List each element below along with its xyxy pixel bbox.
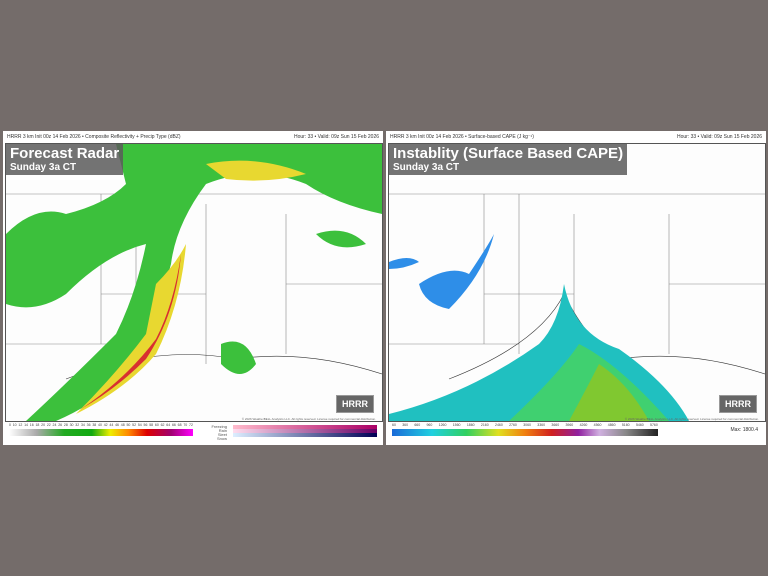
model-info: HRRR 3 km Init 00z 14 Feb 2026 • Surface… xyxy=(390,134,534,140)
colorbar-tick: 34 xyxy=(80,423,85,427)
radar-panel: HRRR 3 km Init 00z 14 Feb 2026 • Composi… xyxy=(3,131,383,445)
colorbar-tick: 60 xyxy=(392,423,396,427)
colorbar-tick: 4260 xyxy=(579,423,588,427)
colorbar-ticks: 60 360 660 960 1260 1560 1860 2160 2460 2760 3060 3… xyxy=(392,423,658,427)
colorbar-tick: 28 xyxy=(63,423,68,427)
colorbar-tick: 4560 xyxy=(593,423,602,427)
colorbar-tick: 30 xyxy=(69,423,74,427)
map-title: Instablity (Surface Based CAPE) xyxy=(393,145,624,162)
colorbar-tick: 56 xyxy=(143,423,148,427)
panel-header: HRRR 3 km Init 00z 14 Feb 2026 • Composi… xyxy=(3,131,383,145)
copyright: © 2026 WeatherBELL Analytics LLC. All ri… xyxy=(624,417,759,421)
colorbar-tick: 24 xyxy=(52,423,57,427)
cape-panel: HRRR 3 km Init 00z 14 Feb 2026 • Surface… xyxy=(386,131,766,445)
colorbar-tick: 38 xyxy=(92,423,97,427)
colorbar-tick: 58 xyxy=(149,423,154,427)
copyright: © 2026 WeatherBELL Analytics LLC. All ri… xyxy=(241,417,376,421)
colorbar-tick: 54 xyxy=(137,423,142,427)
snow-bar xyxy=(233,433,377,437)
colorbar-tick: 2760 xyxy=(509,423,517,427)
label-sleet: Sleet xyxy=(217,432,227,437)
cape-map-graphic xyxy=(389,193,765,421)
label-snow: Snow xyxy=(216,436,227,441)
colorbar-tick: 42 xyxy=(103,423,108,427)
colorbar-tick: 22 xyxy=(46,423,51,427)
sleet-bar xyxy=(233,429,377,433)
colorbar-tick: 5760 xyxy=(650,423,658,427)
colorbar-tick: 62 xyxy=(160,423,165,427)
colorbar-tick: 66 xyxy=(171,423,176,427)
colorbar-tick: 360 xyxy=(402,423,409,427)
colorbar-tick: 960 xyxy=(426,423,433,427)
radar-map: Forecast Radar Sunday 3a CT HRRR © 2026 W… xyxy=(5,143,383,422)
colorbar-tick: 46 xyxy=(115,423,120,427)
colorbar-ticks: 0 10 12 14 16 18 20 22 24 26 28 30 32 34 36 38 40 42 44 46 4… xyxy=(9,423,193,427)
colorbar-tick: 12 xyxy=(18,423,23,427)
colorbar-tick: 20 xyxy=(41,423,46,427)
colorbar-tick: 16 xyxy=(29,423,34,427)
colorbar-tick: 2160 xyxy=(480,423,489,427)
colorbar-tick: 68 xyxy=(177,423,182,427)
colorbar-tick: 60 xyxy=(154,423,159,427)
colorbar-tick: 44 xyxy=(109,423,114,427)
colorbar-tick: 10 xyxy=(12,423,17,427)
model-info: HRRR 3 km Init 00z 14 Feb 2026 • Composi… xyxy=(7,134,181,140)
freezing-rain-bar xyxy=(233,425,377,429)
rain-area xyxy=(6,144,382,421)
colorbar-tick: 70 xyxy=(183,423,188,427)
colorbar-tick: 3960 xyxy=(565,423,574,427)
colorbar-tick: 1860 xyxy=(466,423,475,427)
colorbar-tick: 0 xyxy=(9,423,11,427)
colorbar-tick: 40 xyxy=(98,423,102,427)
colorbar-tick: 26 xyxy=(58,423,63,427)
colorbar-tick: 50 xyxy=(126,423,131,427)
colorbar-tick: 48 xyxy=(120,423,125,427)
cape-colorbar xyxy=(392,429,658,436)
precip-type-labels: Freezing Rain Sleet Snow xyxy=(203,425,227,441)
valid-time: Hour: 33 • Valid: 09z Sun 15 Feb 2026 xyxy=(676,134,762,140)
map-title-box: Forecast Radar Sunday 3a CT xyxy=(6,144,124,175)
colorbar-tick: 14 xyxy=(24,423,29,427)
cape-map: Instablity (Surface Based CAPE) Sunday 3a… xyxy=(388,143,766,422)
reflectivity-colorbar xyxy=(9,429,193,436)
colorbar-tick: 64 xyxy=(166,423,171,427)
max-value: Max: 1800.4 xyxy=(730,427,758,433)
map-subtitle: Sunday 3a CT xyxy=(10,162,77,173)
colorbar-tick: 1560 xyxy=(452,423,461,427)
colorbar-tick: 3660 xyxy=(551,423,560,427)
colorbar-tick: 1260 xyxy=(438,423,447,427)
panel-header: HRRR 3 km Init 00z 14 Feb 2026 • Surface… xyxy=(386,131,766,145)
map-title-box: Instablity (Surface Based CAPE) Sunday 3a… xyxy=(389,144,628,175)
cape-cells xyxy=(389,234,494,309)
valid-time: Hour: 33 • Valid: 09z Sun 15 Feb 2026 xyxy=(293,134,379,140)
colorbar-tick: 52 xyxy=(132,423,137,427)
colorbar-tick: 3360 xyxy=(537,423,546,427)
radar-map-graphic xyxy=(6,144,382,421)
colorbar-tick: 36 xyxy=(86,423,91,427)
model-badge: HRRR xyxy=(336,395,374,413)
colorbar-tick: 5160 xyxy=(621,423,630,427)
heavy-rain-area xyxy=(76,160,306,414)
severe-line xyxy=(81,254,181,409)
colorbar-tick: 660 xyxy=(414,423,421,427)
colorbar-tick: 5460 xyxy=(635,423,644,427)
colorbar-tick: 72 xyxy=(189,423,193,427)
colorbar-tick: 18 xyxy=(35,423,40,427)
model-badge: HRRR xyxy=(719,395,757,413)
map-title: Forecast Radar xyxy=(10,145,120,162)
colorbar-tick: 2460 xyxy=(495,423,503,427)
label-freezing-rain: Freezing Rain xyxy=(211,424,227,433)
colorbar-tick: 3060 xyxy=(523,423,531,427)
map-subtitle: Sunday 3a CT xyxy=(393,162,460,173)
colorbar-tick: 4860 xyxy=(607,423,616,427)
colorbar-tick: 32 xyxy=(75,423,80,427)
